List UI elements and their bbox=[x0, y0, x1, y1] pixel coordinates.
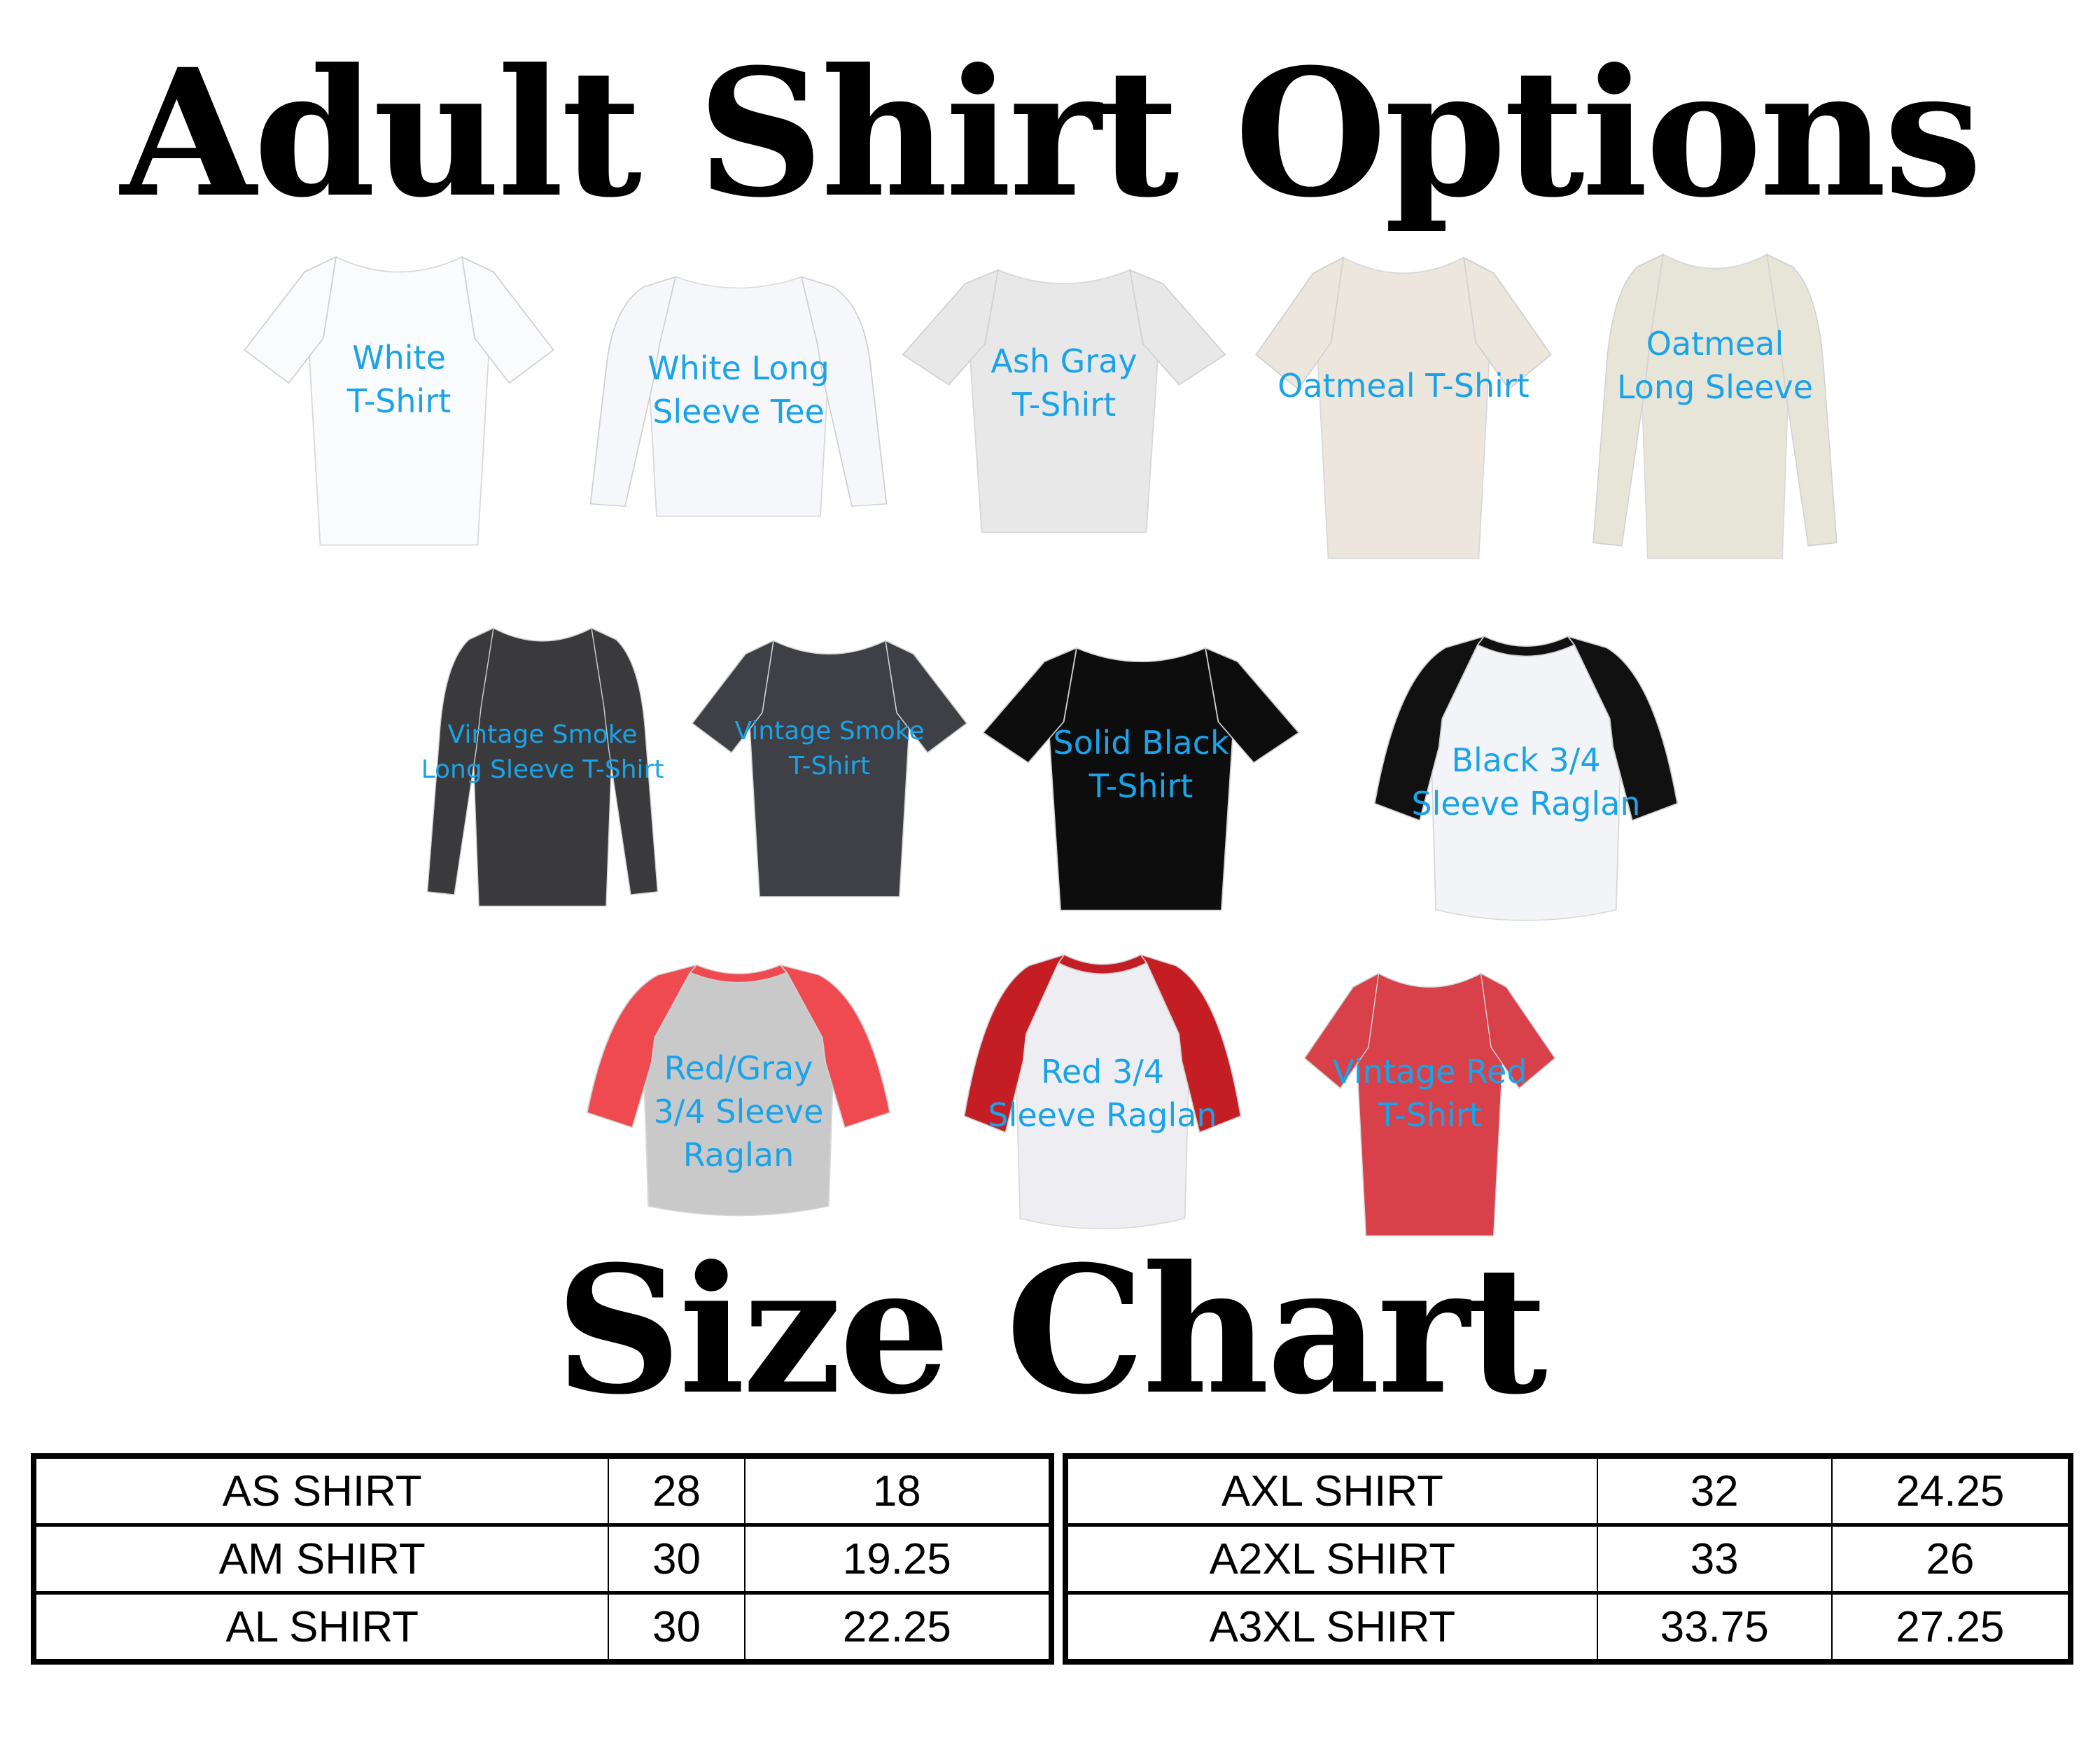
shirt-illustration bbox=[691, 639, 968, 897]
table-row: A3XL SHIRT 33.75 27.25 bbox=[1065, 1591, 2072, 1662]
shirt-illustration bbox=[586, 964, 891, 1217]
shirt-body bbox=[1637, 253, 1793, 559]
shirt-sleeve bbox=[426, 626, 494, 896]
shirt-body bbox=[304, 256, 494, 546]
shirt-label: White Long Sleeve Tee bbox=[648, 349, 830, 430]
shirt-illustration bbox=[1373, 635, 1679, 921]
size-length: 30 bbox=[608, 1591, 746, 1662]
shirt-illustration bbox=[982, 647, 1300, 911]
shirt-label: Red 3/4 Sleeve Raglan bbox=[988, 1053, 1217, 1134]
size-name: A2XL SHIRT bbox=[1065, 1523, 1598, 1594]
size-name: A3XL SHIRT bbox=[1065, 1591, 1598, 1662]
size-name: AM SHIRT bbox=[32, 1523, 610, 1594]
shirt-label: White T-Shirt bbox=[346, 339, 451, 420]
shirt-label: Black 3/4 Sleeve Raglan bbox=[1411, 741, 1641, 822]
shirt-sleeve bbox=[1204, 647, 1300, 764]
shirt-label: Vintage Red T-Shirt bbox=[1332, 1053, 1527, 1134]
table-row: AXL SHIRT 32 24.25 bbox=[1065, 1454, 2072, 1526]
shirt-sleeve bbox=[884, 639, 968, 754]
shirt-sleeve bbox=[244, 255, 337, 384]
shirt-illustration bbox=[1303, 972, 1556, 1237]
shirt-sleeve bbox=[1592, 253, 1664, 547]
size-width: 27.25 bbox=[1830, 1591, 2072, 1662]
shirt-option: Solid Black T-Shirt bbox=[980, 637, 1302, 924]
shirt-sleeve bbox=[800, 276, 888, 507]
shirt-label: Solid Black T-Shirt bbox=[1053, 724, 1229, 805]
shirt-illustration bbox=[963, 953, 1242, 1230]
shirt-option: Ash Gray T-Shirt bbox=[899, 259, 1228, 546]
shirt-body bbox=[1312, 256, 1494, 559]
shirt-sleeve bbox=[1303, 972, 1380, 1089]
shirt-option: Vintage Red T-Shirt bbox=[1302, 962, 1558, 1250]
table-row: AM SHIRT 30 19.25 bbox=[32, 1523, 1053, 1594]
shirt-sleeve bbox=[1766, 253, 1837, 547]
shirt-sleeve bbox=[1255, 256, 1345, 391]
size-chart-title: Size Chart bbox=[555, 1227, 1548, 1433]
shirt-illustration bbox=[426, 626, 659, 907]
shirt-label: Ash Gray T-Shirt bbox=[990, 342, 1138, 424]
shirt-option: Vintage Smoke Long Sleeve T-Shirt bbox=[420, 620, 665, 920]
shirt-label: Vintage Smoke T-Shirt bbox=[734, 717, 925, 780]
size-width: 22.25 bbox=[743, 1591, 1053, 1662]
shirt-illustration bbox=[902, 269, 1226, 533]
shirt-body bbox=[643, 276, 834, 517]
shirt-label: Oatmeal Long Sleeve bbox=[1616, 325, 1814, 406]
size-length: 33.75 bbox=[1596, 1591, 1833, 1662]
shirt-option: Oatmeal T-Shirt bbox=[1253, 245, 1554, 574]
shirt-illustration bbox=[244, 255, 554, 546]
size-width: 18 bbox=[743, 1454, 1053, 1526]
shirt-option: Black 3/4 Sleeve Raglan bbox=[1365, 634, 1687, 931]
shirt-label: Oatmeal T-Shirt bbox=[1278, 367, 1530, 405]
size-length: 33 bbox=[1596, 1523, 1833, 1594]
shirt-sleeve bbox=[1480, 972, 1556, 1089]
shirt-sleeve bbox=[461, 255, 554, 384]
shirt-label: Red/Gray 3/4 Sleeve Raglan bbox=[653, 1049, 824, 1174]
size-table-left: AS SHIRT 28 18 AM SHIRT 30 19.25 AL SHIRT 30 2… bbox=[31, 1453, 1054, 1665]
table-row: AS SHIRT 28 18 bbox=[32, 1454, 1053, 1526]
shirt-sleeve bbox=[1566, 635, 1679, 822]
size-width: 19.25 bbox=[743, 1523, 1053, 1594]
shirt-option: Oatmeal Long Sleeve bbox=[1586, 245, 1844, 574]
shirt-option: Red 3/4 Sleeve Raglan bbox=[955, 952, 1250, 1239]
shirt-illustration bbox=[1592, 253, 1837, 559]
shirt-option: Vintage Smoke T-Shirt bbox=[690, 630, 969, 910]
size-length: 32 bbox=[1596, 1454, 1833, 1526]
shirt-illustration bbox=[589, 276, 888, 517]
shirt-body bbox=[1044, 647, 1238, 911]
shirt-option: White Long Sleeve Tee bbox=[581, 270, 896, 528]
shirt-sleeve bbox=[1462, 256, 1552, 391]
table-row: A2XL SHIRT 33 26 bbox=[1065, 1523, 2072, 1594]
shirt-label: Vintage Smoke Long Sleeve T-Shirt bbox=[421, 720, 664, 784]
shirt-illustration bbox=[1255, 256, 1552, 559]
shirt-sleeve bbox=[591, 626, 659, 896]
shirt-sleeve bbox=[1128, 269, 1226, 386]
shirt-sleeve bbox=[1139, 953, 1242, 1133]
size-name: AXL SHIRT bbox=[1065, 1454, 1598, 1526]
shirt-body bbox=[1352, 972, 1507, 1237]
shirt-sleeve bbox=[778, 964, 891, 1128]
shirt-sleeve bbox=[902, 269, 1000, 386]
size-width: 26 bbox=[1830, 1523, 2072, 1594]
size-length: 28 bbox=[608, 1454, 746, 1526]
shirt-sleeve bbox=[691, 639, 775, 754]
shirt-body bbox=[745, 640, 914, 897]
shirt-sleeve bbox=[982, 647, 1078, 764]
shirt-body bbox=[965, 269, 1163, 533]
table-row: AL SHIRT 30 22.25 bbox=[32, 1591, 1053, 1662]
shirt-option: Red/Gray 3/4 Sleeve Raglan bbox=[578, 962, 899, 1225]
size-table-right: AXL SHIRT 32 24.25 A2XL SHIRT 33 26 A3XL SHI… bbox=[1063, 1453, 2073, 1665]
size-name: AS SHIRT bbox=[32, 1454, 610, 1526]
shirt-body bbox=[468, 627, 617, 907]
size-width: 24.25 bbox=[1830, 1454, 2072, 1526]
shirt-sleeve bbox=[589, 276, 677, 507]
size-length: 30 bbox=[608, 1523, 746, 1594]
shirt-option: White T-Shirt bbox=[241, 245, 556, 560]
page-title: Adult Shirt Options bbox=[120, 30, 1982, 236]
size-name: AL SHIRT bbox=[32, 1591, 610, 1662]
